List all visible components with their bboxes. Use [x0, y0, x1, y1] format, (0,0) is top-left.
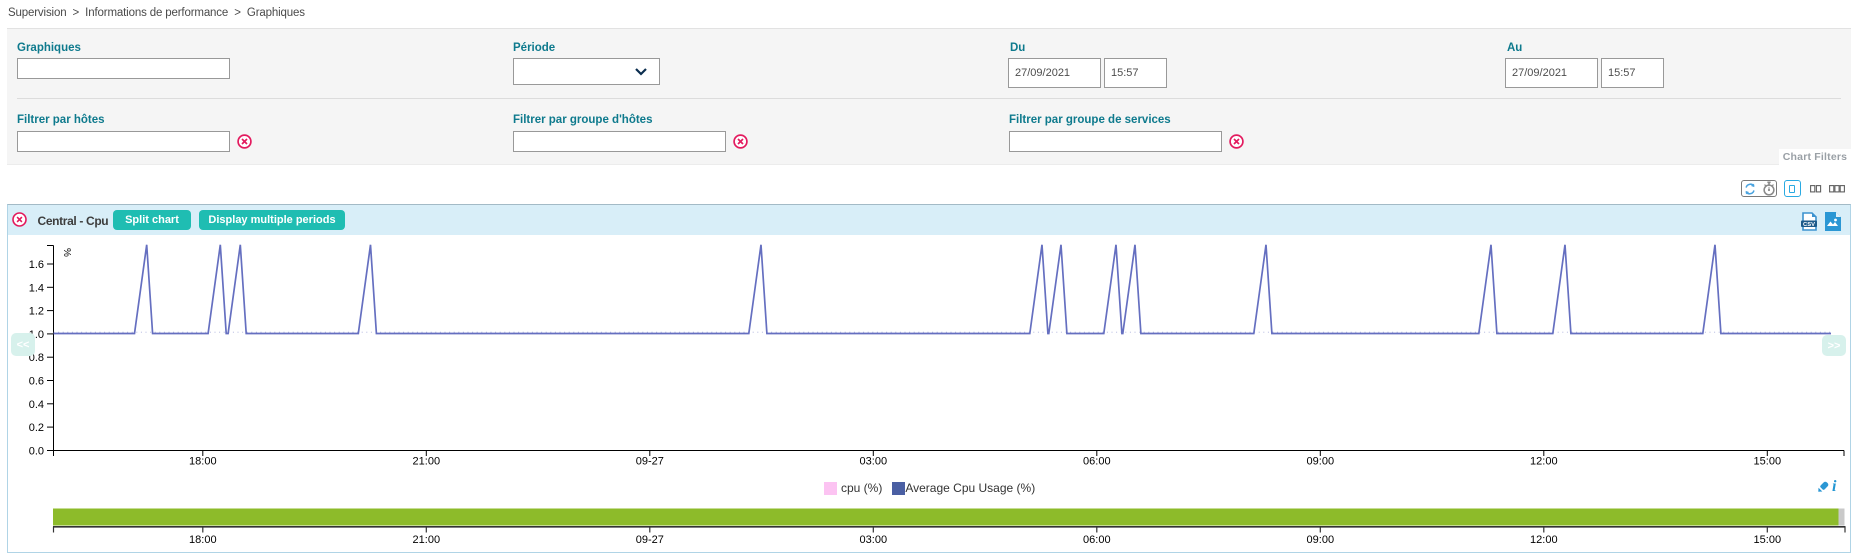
- svg-text:06:00: 06:00: [1083, 534, 1111, 546]
- svg-text:18:00: 18:00: [189, 534, 217, 546]
- svg-text:%: %: [61, 248, 72, 257]
- svg-text:15:00: 15:00: [1754, 534, 1782, 546]
- svg-text:09:00: 09:00: [1307, 456, 1335, 468]
- svg-text:21:00: 21:00: [413, 456, 441, 468]
- svg-text:06:00: 06:00: [1083, 456, 1111, 468]
- svg-text:09-27: 09-27: [636, 534, 664, 546]
- svg-text:0.0: 0.0: [29, 446, 44, 458]
- svg-text:15:00: 15:00: [1754, 456, 1782, 468]
- svg-text:CSV: CSV: [1803, 222, 1815, 228]
- svg-text:09-27: 09-27: [636, 456, 664, 468]
- svg-text:0.2: 0.2: [29, 422, 44, 434]
- svg-text:1.4: 1.4: [29, 282, 44, 294]
- svg-text:03:00: 03:00: [860, 456, 888, 468]
- svg-text:1.2: 1.2: [29, 306, 44, 318]
- svg-text:12:00: 12:00: [1530, 456, 1558, 468]
- svg-text:0.4: 0.4: [29, 399, 44, 411]
- svg-text:09:00: 09:00: [1307, 534, 1335, 546]
- svg-text:21:00: 21:00: [413, 534, 441, 546]
- svg-text:0.6: 0.6: [29, 376, 44, 388]
- svg-text:1.6: 1.6: [29, 259, 44, 271]
- svg-text:03:00: 03:00: [860, 534, 888, 546]
- svg-text:18:00: 18:00: [189, 456, 217, 468]
- svg-text:12:00: 12:00: [1530, 534, 1558, 546]
